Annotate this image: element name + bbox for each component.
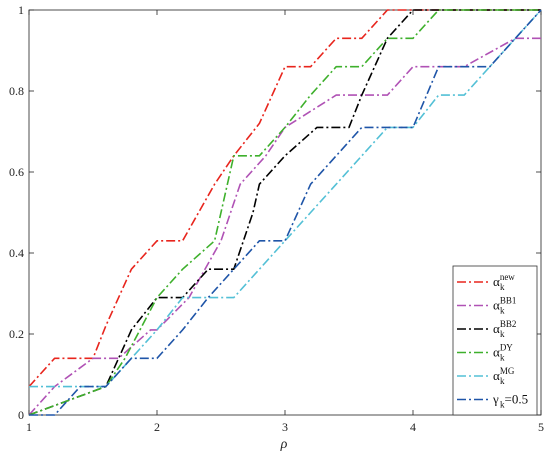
legend-label-1: αBB1 k <box>493 296 516 316</box>
x-tick-label: 5 <box>538 420 544 434</box>
y-tick-label: 0 <box>18 408 24 422</box>
legend-box <box>452 265 538 416</box>
series-lines <box>28 9 542 416</box>
series-line-4 <box>29 9 542 388</box>
x-tick-label: 1 <box>26 420 32 434</box>
x-tick-label: 3 <box>282 420 288 434</box>
axes: 1 2 3 4 5 0 0.2 0.4 0.6 0.8 1 <box>9 3 544 434</box>
series-line-5 <box>29 9 542 416</box>
x-tick-label: 2 <box>154 420 160 434</box>
legend: αnew k αBB1 k αBB2 k αDY k αMG k γk=0.5 <box>452 265 538 416</box>
series-line-1 <box>28 37 541 416</box>
x-tick-label: 4 <box>410 420 416 434</box>
y-tick-label: 0.6 <box>9 165 24 179</box>
y-tick-label: 0.2 <box>9 327 24 341</box>
legend-label-3: αDY k <box>493 343 513 363</box>
y-tick-label: 0.8 <box>9 84 24 98</box>
series-line-3 <box>28 9 541 416</box>
legend-label-4: αMG k <box>493 366 515 386</box>
series-line-2 <box>28 9 541 416</box>
legend-label-2: αBB2 k <box>493 319 516 339</box>
y-tick-label: 0.4 <box>9 246 24 260</box>
legend-label-5: γk=0.5 <box>492 392 528 410</box>
legend-label-0: αnew k <box>493 272 515 292</box>
x-axis-label: ρ <box>280 437 288 452</box>
y-tick-label: 1 <box>18 3 24 17</box>
